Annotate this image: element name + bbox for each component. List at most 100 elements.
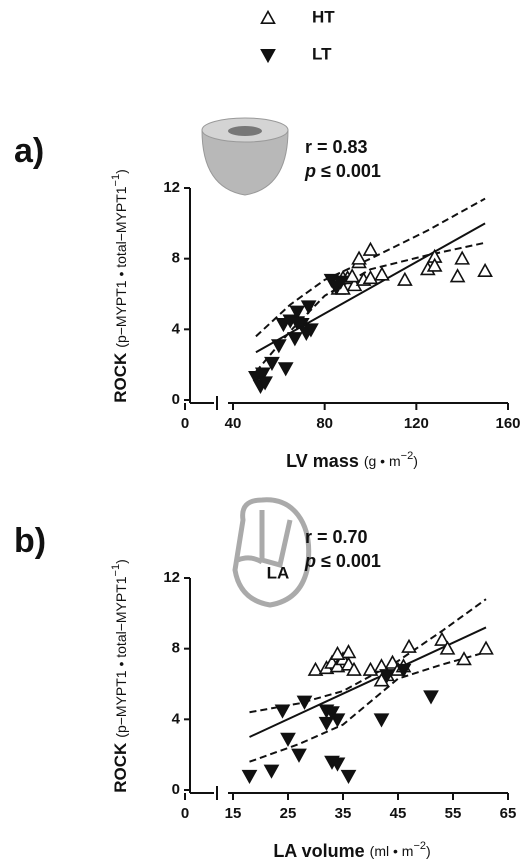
data-point — [270, 339, 287, 354]
y-tick-label: 12 — [163, 179, 180, 196]
x-label-units: (g • m — [364, 453, 401, 469]
fit-line — [249, 626, 487, 738]
y-tick-label: 4 — [172, 710, 181, 727]
legend-marker — [260, 49, 276, 64]
data-point — [340, 644, 357, 659]
x-label-exponent: −2 — [413, 840, 426, 852]
data-point — [374, 266, 390, 281]
y-tick-label: 0 — [172, 391, 180, 408]
data-point — [362, 661, 379, 676]
data-point — [362, 269, 379, 285]
y-tick-label: 0 — [172, 781, 180, 798]
atrium-icon — [232, 497, 312, 608]
data-point — [257, 376, 273, 391]
x-tick-label: 15 — [225, 805, 242, 822]
data-point — [397, 271, 413, 286]
data-point — [362, 241, 379, 256]
data-point — [401, 638, 417, 653]
y-label-close: ) — [113, 169, 129, 174]
data-point — [379, 669, 395, 684]
y-axis-label: ROCK (p−MYPT1 • total−MYPT1−1) — [110, 559, 131, 793]
data-point — [456, 651, 472, 666]
y-label-close: ) — [113, 559, 129, 564]
y-label-exponent: −1 — [110, 564, 122, 577]
data-point — [344, 268, 361, 283]
legend-marker — [260, 9, 276, 24]
heart-icon — [201, 117, 289, 196]
r-value: r = 0.83 — [305, 137, 368, 157]
ci-upper — [249, 598, 487, 714]
data-point — [329, 757, 346, 772]
p-value: p ≤ 0.001 — [304, 161, 381, 181]
data-point — [241, 769, 258, 785]
data-point — [332, 275, 349, 290]
x-label-units: (ml • m — [370, 843, 414, 859]
x-tick-label: 120 — [404, 415, 429, 432]
y-axis-label: ROCK (p−MYPT1 • total−MYPT1−1) — [110, 169, 131, 403]
data-point — [395, 663, 412, 679]
y-tick-label: 4 — [172, 320, 181, 337]
y-label-main: ROCK — [111, 742, 130, 793]
legend-label: HT — [312, 7, 335, 26]
ci-upper — [255, 197, 486, 338]
p-text: ≤ 0.001 — [321, 161, 381, 181]
data-point — [254, 367, 271, 382]
data-point — [346, 661, 362, 676]
data-point — [329, 658, 346, 673]
y-label-units: (p−MYPT1 • total−MYPT1 — [113, 576, 129, 738]
x-tick-label: 80 — [316, 415, 333, 432]
x-tick-label: 65 — [500, 805, 517, 822]
x-tick-label: 0 — [181, 805, 189, 822]
icon-label: LA — [267, 563, 290, 582]
x-label-close: ) — [426, 843, 431, 859]
data-point — [373, 672, 390, 687]
data-point — [296, 695, 313, 710]
p-symbol: p — [304, 161, 316, 181]
y-tick-label: 12 — [163, 569, 180, 586]
x-tick-label: 35 — [335, 805, 352, 822]
x-axis-label: LA volume (ml • m−2) — [273, 840, 430, 861]
data-point — [449, 268, 466, 283]
y-tick-label: 8 — [172, 250, 180, 267]
ci-lower — [255, 241, 486, 373]
x-tick-label: 45 — [390, 805, 407, 822]
x-label-main: LV mass — [286, 451, 359, 471]
data-point — [303, 323, 319, 338]
x-tick-label: 40 — [225, 415, 242, 432]
data-point — [426, 257, 443, 272]
data-point — [277, 362, 294, 377]
data-point — [287, 332, 303, 347]
x-label-exponent: −2 — [401, 450, 414, 462]
y-tick-label: 8 — [172, 640, 180, 657]
data-point — [477, 262, 493, 278]
x-label-main: LA volume — [273, 841, 364, 861]
r-value: r = 0.70 — [305, 527, 368, 547]
data-point — [478, 640, 494, 655]
data-point — [439, 640, 456, 655]
p-value: p ≤ 0.001 — [304, 551, 381, 571]
data-point — [373, 713, 390, 728]
data-point — [340, 769, 357, 785]
fit-line — [255, 222, 486, 354]
data-point — [263, 764, 280, 779]
data-point — [351, 250, 367, 265]
data-point — [300, 300, 317, 315]
ci-lower — [249, 651, 487, 763]
data-point — [289, 316, 306, 331]
x-tick-label: 160 — [495, 415, 520, 432]
x-tick-label: 55 — [445, 805, 462, 822]
data-point — [434, 631, 450, 646]
data-point — [280, 732, 296, 747]
x-axis-label: LV mass (g • m−2) — [286, 450, 418, 471]
panel-label: b) — [14, 522, 46, 560]
data-point — [384, 654, 401, 669]
data-point — [289, 305, 306, 320]
y-label-main: ROCK — [111, 352, 130, 403]
data-point — [291, 748, 307, 763]
data-point — [264, 356, 280, 372]
data-point — [423, 690, 439, 705]
data-point — [307, 661, 324, 676]
legend-label: LT — [312, 44, 332, 63]
y-label-exponent: −1 — [110, 174, 122, 187]
y-label-units: (p−MYPT1 • total−MYPT1 — [113, 186, 129, 348]
